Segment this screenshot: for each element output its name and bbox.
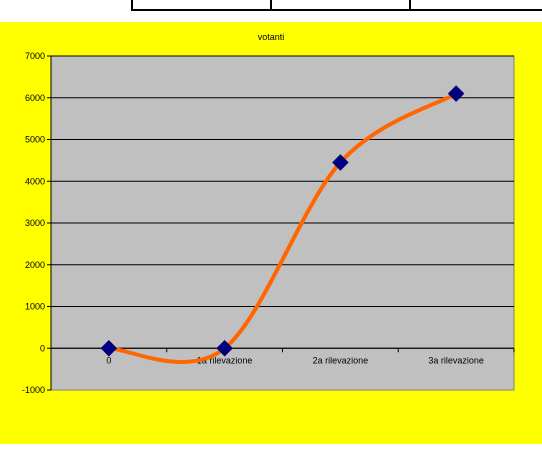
y-tick-label: 0 <box>40 343 45 353</box>
data-point-marker <box>216 339 233 357</box>
y-tick-label: -1000 <box>22 385 45 395</box>
x-tick-label: 1a rilevazione <box>197 355 253 365</box>
x-tick-label: 3a rilevazione <box>428 355 484 365</box>
x-tick-label: 2a rilevazione <box>313 355 369 365</box>
series-line <box>106 91 459 365</box>
data-point-marker <box>447 85 465 102</box>
data-point-marker <box>332 154 349 171</box>
header-table-fragment <box>0 0 542 11</box>
y-tick-label: 4000 <box>25 176 45 186</box>
y-tick-label: 7000 <box>25 51 45 61</box>
y-tick-label: 6000 <box>25 93 45 103</box>
chart-title: votanti <box>258 32 285 42</box>
x-tick-label: 0 <box>106 355 111 365</box>
y-tick-label: 5000 <box>25 135 45 145</box>
y-tick-label: 3000 <box>25 218 45 228</box>
y-tick-label: 2000 <box>25 260 45 270</box>
y-tick-label: 1000 <box>25 302 45 312</box>
data-point-marker <box>100 339 118 357</box>
